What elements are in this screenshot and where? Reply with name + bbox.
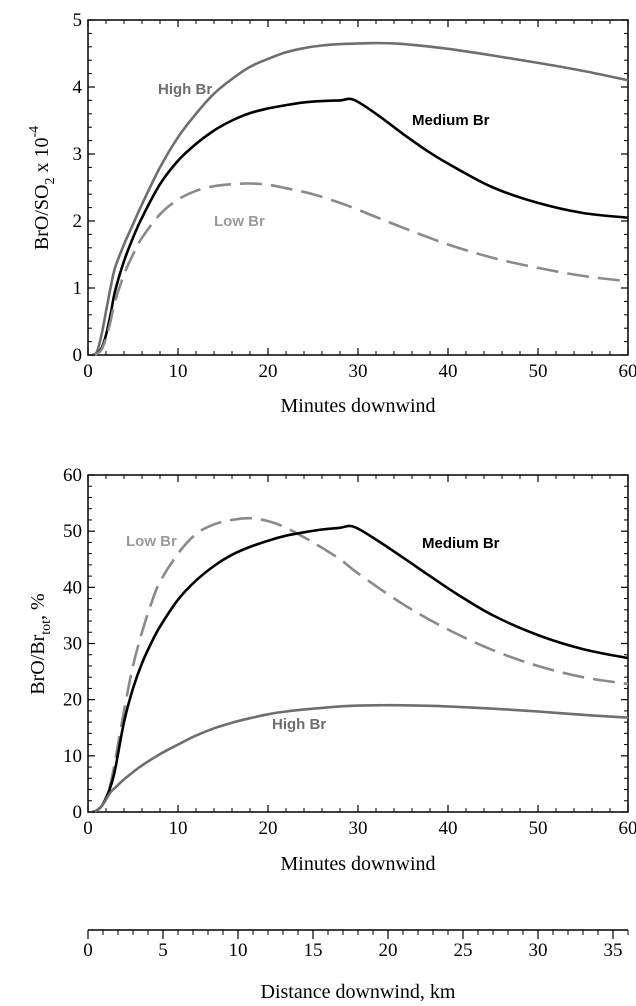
chart-bottom: 0 10 20 30 40 50 60 0 10 20 30 40 50 60 Minutes downw… <box>27 465 636 875</box>
series-label-low-br-top: Low Br <box>214 213 265 230</box>
km-tick-label: 10 <box>229 940 248 961</box>
distance-axis: 0 5 10 15 20 25 30 35 Distance downwind, km <box>83 929 629 1003</box>
series-line-high-br-bottom <box>92 703 629 814</box>
km-tick-label: 25 <box>454 940 473 961</box>
y-axis-label-bottom-sub: tot <box>39 620 54 635</box>
y-tick-label-top: 0 <box>73 345 83 366</box>
x-tick-label-top: 30 <box>349 361 368 382</box>
km-tick-label: 35 <box>604 940 623 961</box>
y-axis-label-top-exp: -4 <box>27 126 42 138</box>
x-axis-label-top: Minutes downwind <box>281 395 436 417</box>
y-tick-label-top: 5 <box>73 10 83 31</box>
distance-axis-label: Distance downwind, km <box>261 981 456 1003</box>
y-axis-label-top-main: BrO/SO <box>31 185 53 251</box>
series-label-high-br-top: High Br <box>158 81 212 98</box>
x-axis-label-bottom: Minutes downwind <box>281 853 436 875</box>
y-tick-label-bottom: 60 <box>63 465 82 486</box>
km-tick-label: 15 <box>304 940 323 961</box>
series-label-low-br-bottom: Low Br <box>126 533 177 550</box>
y-tick-label-bottom: 10 <box>63 746 82 767</box>
series-line-low-br-top <box>92 182 629 357</box>
x-tick-label-bottom: 0 <box>83 818 93 839</box>
series-line-high-br-top <box>91 41 629 357</box>
series-line-medium-br-bottom <box>92 524 629 814</box>
y-tick-label-bottom: 30 <box>63 634 82 655</box>
y-axis-label-bottom-main: BrO/Br <box>27 634 49 694</box>
x-tick-label-top: 60 <box>619 361 636 382</box>
y-axis-label-top-sub: 2 <box>43 178 58 185</box>
series-label-medium-br-top: Medium Br <box>412 112 490 129</box>
x-tick-label-bottom: 50 <box>529 818 548 839</box>
y-tick-label-top: 4 <box>73 77 83 98</box>
x-tick-label-top: 10 <box>169 361 188 382</box>
series-label-high-br-bottom: High Br <box>272 716 326 733</box>
y-tick-label-top: 2 <box>73 211 83 232</box>
x-tick-label-bottom: 30 <box>349 818 368 839</box>
x-tick-label-top: 0 <box>83 361 93 382</box>
y-axis-label-top: BrO/SO2 x 10-4 <box>27 126 58 250</box>
km-tick-label: 5 <box>158 940 168 961</box>
km-tick-label: 20 <box>379 940 398 961</box>
y-tick-label-bottom: 0 <box>73 802 83 823</box>
x-tick-label-bottom: 60 <box>619 818 636 839</box>
plot-frame-bottom <box>87 474 629 813</box>
km-tick-label: 30 <box>529 940 548 961</box>
chart-top: 0 10 20 30 40 50 60 0 1 2 3 4 5 Minutes downwind BrO… <box>27 10 636 417</box>
y-tick-label-top: 3 <box>73 144 83 165</box>
y-axis-label-bottom: BrO/Brtot, % <box>27 593 54 694</box>
x-tick-label-top: 40 <box>439 361 458 382</box>
series-line-low-br-bottom <box>92 516 629 814</box>
x-tick-label-bottom: 10 <box>169 818 188 839</box>
series-line-medium-br-top <box>92 97 629 357</box>
y-tick-label-bottom: 40 <box>63 577 82 598</box>
y-tick-label-bottom: 20 <box>63 690 82 711</box>
x-tick-label-top: 20 <box>259 361 278 382</box>
y-axis-label-bottom-tail: , % <box>27 593 49 620</box>
y-axis-label-top-mult: x 10 <box>31 138 53 178</box>
y-tick-label-bottom: 50 <box>63 521 82 542</box>
x-tick-label-bottom: 20 <box>259 818 278 839</box>
plot-frame-top <box>87 19 629 356</box>
series-label-medium-br-bottom: Medium Br <box>422 535 500 552</box>
km-tick-label: 0 <box>83 940 93 961</box>
y-tick-label-top: 1 <box>73 278 83 299</box>
x-tick-label-top: 50 <box>529 361 548 382</box>
x-tick-label-bottom: 40 <box>439 818 458 839</box>
